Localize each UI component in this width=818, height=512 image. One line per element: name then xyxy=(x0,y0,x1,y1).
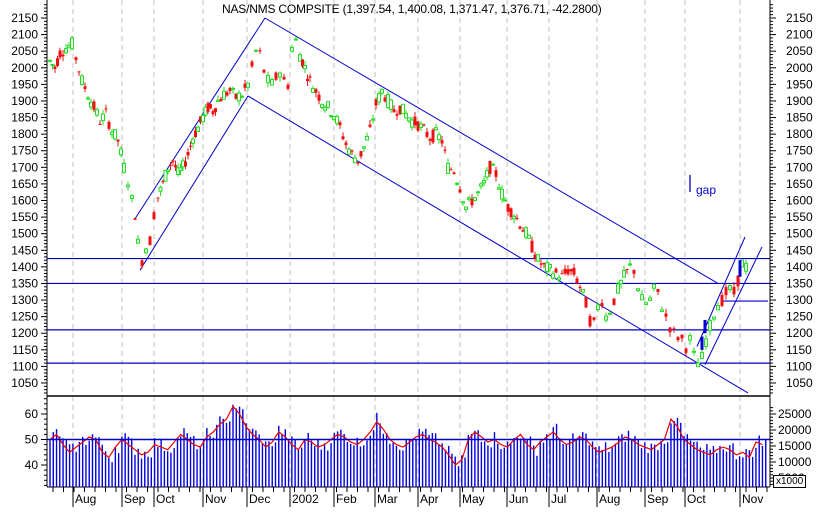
price-tick-label: 2000 xyxy=(786,61,813,75)
x-tick-label: May xyxy=(462,492,485,506)
x-tick-label: Jun xyxy=(509,492,528,506)
trend-line xyxy=(247,95,749,394)
price-tick-label: 1500 xyxy=(786,227,813,241)
x-tick-label: Aug xyxy=(75,492,96,506)
trend-line xyxy=(264,17,719,284)
volume-unit-label: x1000 xyxy=(773,475,807,488)
price-candles xyxy=(48,35,748,368)
x-tick-label: Sep xyxy=(647,492,669,506)
volume-tick-label: 15000 xyxy=(778,439,812,453)
price-tick-label: 1300 xyxy=(786,293,813,307)
price-tick-label: 1700 xyxy=(11,160,38,174)
price-tick-label: 1400 xyxy=(786,260,813,274)
x-tick-label: Mar xyxy=(377,492,398,506)
price-tick-label: 1150 xyxy=(12,343,38,357)
price-tick-label: 1050 xyxy=(786,376,813,390)
price-tick-label: 1500 xyxy=(11,227,38,241)
x-tick-label: Aug xyxy=(599,492,620,506)
price-tick-label: 1850 xyxy=(11,111,38,125)
price-tick-label: 2150 xyxy=(11,11,38,25)
price-tick-label: 1700 xyxy=(786,160,813,174)
price-tick-label: 1800 xyxy=(11,127,38,141)
trend-line xyxy=(704,246,763,365)
x-tick-label: Oct xyxy=(156,492,175,506)
x-tick-label: Feb xyxy=(336,492,357,506)
price-tick-label: 1100 xyxy=(786,359,812,373)
price-tick-label: 2050 xyxy=(786,44,813,58)
price-tick-label: 1100 xyxy=(12,359,38,373)
price-tick-label: 1400 xyxy=(11,260,38,274)
price-tick-label: 1950 xyxy=(786,77,813,91)
volume-average-line xyxy=(49,405,763,466)
price-tick-label: 2100 xyxy=(11,28,38,42)
volume-tick-label: 10000 xyxy=(778,455,812,469)
price-axis: 1050 1050 1100 1100 1150 1150 1200 1200 1250 1250… xyxy=(11,4,813,394)
x-tick-label: 2002 xyxy=(292,492,319,506)
indicator-tick-label: 60 xyxy=(25,407,39,421)
x-tick-label: Sep xyxy=(124,492,146,506)
x-tick-label: Jul xyxy=(551,492,566,506)
price-tick-label: 1900 xyxy=(786,94,813,108)
price-tick-label: 1600 xyxy=(11,194,38,208)
chart-title: NAS/NMS COMPSITE (1,397.54, 1,400.08, 1,… xyxy=(222,2,602,16)
volume-panel xyxy=(49,404,767,487)
x-tick-label: Nov xyxy=(205,492,226,506)
price-tick-label: 1650 xyxy=(786,177,813,191)
price-tick-label: 2000 xyxy=(11,61,38,75)
x-tick-label: Dec xyxy=(249,492,270,506)
price-tick-label: 1450 xyxy=(786,243,813,257)
price-tick-label: 2100 xyxy=(786,28,813,42)
price-tick-label: 1750 xyxy=(786,144,813,158)
price-tick-label: 1300 xyxy=(11,293,38,307)
x-tick-label: Oct xyxy=(687,492,706,506)
price-tick-label: 1150 xyxy=(786,343,812,357)
indicator-tick-label: 50 xyxy=(25,433,39,447)
price-tick-label: 1600 xyxy=(786,194,813,208)
indicator-tick-label: 40 xyxy=(25,458,39,472)
price-tick-label: 1550 xyxy=(11,210,38,224)
gap-annotation: gap xyxy=(696,183,717,197)
price-tick-label: 1650 xyxy=(11,177,38,191)
price-tick-label: 1350 xyxy=(786,276,813,290)
x-tick-label: Apr xyxy=(420,492,439,506)
price-tick-label: 1550 xyxy=(786,210,813,224)
price-tick-label: 1250 xyxy=(11,310,38,324)
price-tick-label: 1950 xyxy=(11,77,38,91)
price-tick-label: 2150 xyxy=(786,11,813,25)
price-tick-label: 1900 xyxy=(11,94,38,108)
price-tick-label: 1350 xyxy=(11,276,38,290)
volume-tick-label: 25000 xyxy=(778,407,812,421)
x-tick-label: Nov xyxy=(742,492,763,506)
price-tick-label: 1200 xyxy=(11,326,38,340)
price-tick-label: 2050 xyxy=(11,44,38,58)
volume-tick-label: 20000 xyxy=(778,423,812,437)
price-tick-label: 1200 xyxy=(786,326,813,340)
price-tick-label: 1850 xyxy=(786,111,813,125)
price-tick-label: 1800 xyxy=(786,127,813,141)
price-tick-label: 1750 xyxy=(11,144,38,158)
price-tick-label: 1450 xyxy=(11,243,38,257)
trend-line xyxy=(139,95,249,271)
price-tick-label: 1250 xyxy=(786,310,813,324)
price-tick-label: 1050 xyxy=(11,376,38,390)
